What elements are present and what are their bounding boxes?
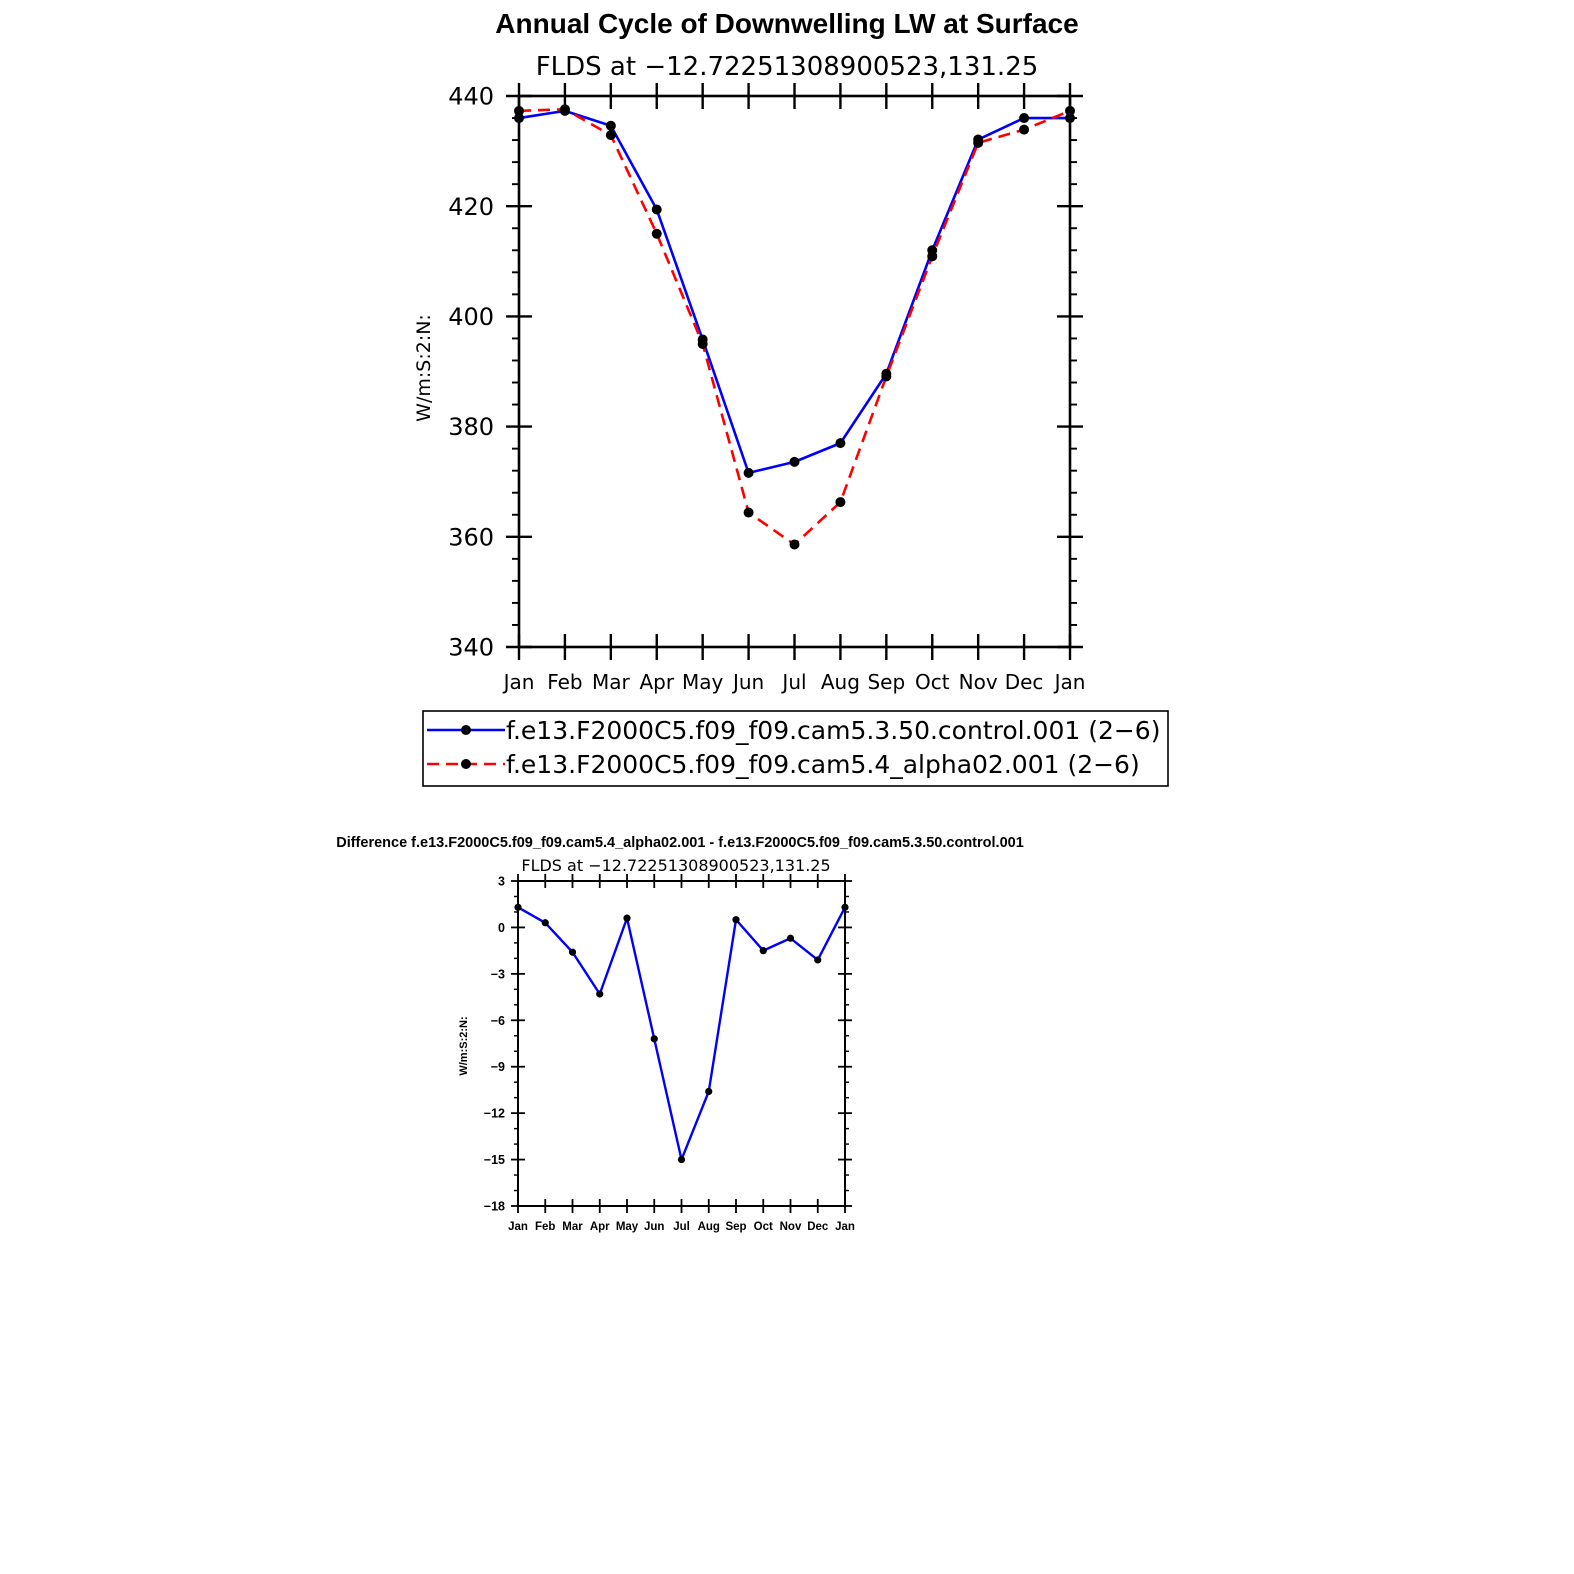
y-tick-label: 420 [448,193,494,221]
data-point-0 [1019,113,1030,124]
annual-cycle-chart: Annual Cycle of Downwelling LW at Surfac… [413,8,1169,787]
data-point-1 [651,228,662,239]
legend-label-control: f.e13.F2000C5.f09_f09.cam5.3.50.control.… [506,716,1160,745]
data-point-1 [835,497,846,508]
diff-series-group [514,903,849,1164]
legend: f.e13.F2000C5.f09_f09.cam5.3.50.control.… [422,710,1169,787]
y-tick-label: −6 [491,1014,505,1028]
data-point-0 [677,1155,686,1164]
x-tick-label: Sep [725,1221,746,1233]
x-tick-label: Jul [780,670,806,694]
data-point-0 [514,903,522,911]
data-point-0 [789,456,800,467]
x-tick-label: Mar [592,670,631,694]
x-tick-label: May [682,670,724,694]
y-tick-label: 380 [448,413,494,441]
series-line-1 [518,107,1071,546]
data-point-0 [650,1035,658,1043]
x-tick-label: Jan [502,670,535,694]
diff-y-axis-label: W/m:S:2:N: [458,1016,470,1075]
x-tick-label: Apr [639,670,674,694]
data-point-1 [514,105,524,116]
y-tick-label: −9 [491,1060,505,1074]
x-tick-label: Oct [915,670,950,694]
data-point-1 [1065,105,1075,116]
y-tick-label: 440 [448,83,494,111]
series-group [514,104,1075,550]
data-point-0 [705,1087,713,1096]
chart-title: Annual Cycle of Downwelling LW at Surfac… [495,8,1078,39]
y-tick-label: 3 [498,875,505,889]
x-tick-label: Jan [1053,670,1086,694]
data-point-1 [605,130,616,141]
data-point-0 [1065,113,1075,124]
data-point-0 [514,113,524,124]
x-tick-label: Nov [959,670,998,694]
data-point-0 [732,916,740,924]
y-tick-label: 340 [448,634,494,662]
data-point-0 [651,204,662,215]
x-tick-label: Nov [780,1221,802,1233]
diff-chart-subtitle: FLDS at −12.72251308900523,131.25 [521,856,830,875]
x-tick-label: Oct [754,1221,773,1233]
x-tick-label: Jan [508,1221,528,1233]
y-axis-label: W/m:S:2:N: [413,314,435,422]
data-point-0 [841,903,849,911]
y-tick-label: 360 [448,523,494,551]
data-point-0 [759,947,767,955]
diff-axes: Jan Feb Mar Apr May Jun Jul Aug Sep Oct Nov Dec Jan−… [484,874,855,1233]
data-point-0 [541,919,549,927]
data-point-1 [927,251,938,262]
x-tick-label: Feb [535,1221,555,1233]
x-tick-label: Aug [821,670,860,694]
data-point-0 [596,990,604,998]
data-point-1 [743,507,754,518]
data-point-0 [743,467,754,478]
x-tick-label: Mar [562,1221,583,1233]
data-point-1 [559,104,570,115]
data-point-0 [623,914,631,922]
y-tick-label: −12 [484,1107,505,1121]
data-point-0 [605,120,616,131]
series-line-0 [518,109,1070,475]
data-point-0 [835,438,846,449]
x-tick-label: May [616,1221,639,1233]
y-tick-label: 0 [498,921,505,935]
plot-frame [517,94,1072,649]
x-tick-label: Dec [1005,670,1044,694]
y-tick-label: −18 [484,1200,505,1214]
x-tick-label: Jan [835,1221,855,1233]
x-tick-label: Jun [644,1221,664,1233]
diff-chart-title: Difference f.e13.F2000C5.f09_f09.cam5.4_… [336,835,1024,851]
x-tick-label: Dec [807,1221,829,1233]
x-tick-label: Apr [590,1221,610,1233]
data-point-1 [881,371,892,382]
x-tick-label: Jun [731,670,764,694]
series-line-0 [517,906,847,1161]
legend-marker-control [461,725,471,735]
data-point-1 [789,539,800,550]
y-tick-label: 400 [448,303,494,331]
data-point-0 [814,956,822,964]
data-point-0 [568,948,577,956]
legend-marker-alpha02 [461,759,471,769]
y-tick-label: −15 [484,1153,505,1167]
data-point-1 [1019,124,1030,135]
axes: Jan Feb Mar Apr May Jun Jul Aug Sep Oct Nov Dec Jan 3… [448,83,1085,694]
legend-box [422,710,1169,787]
x-tick-label: Feb [547,670,582,694]
y-tick-label: −3 [491,967,505,981]
x-tick-label: Sep [867,670,905,694]
x-tick-label: Jul [673,1221,690,1233]
difference-chart: Difference f.e13.F2000C5.f09_f09.cam5.4_… [336,835,1024,1233]
data-point-1 [697,338,708,349]
data-point-0 [786,934,795,942]
legend-label-alpha02: f.e13.F2000C5.f09_f09.cam5.4_alpha02.001… [506,750,1140,779]
chart-subtitle: FLDS at −12.72251308900523,131.25 [536,52,1039,82]
data-point-1 [973,137,984,148]
x-tick-label: Aug [698,1221,720,1233]
